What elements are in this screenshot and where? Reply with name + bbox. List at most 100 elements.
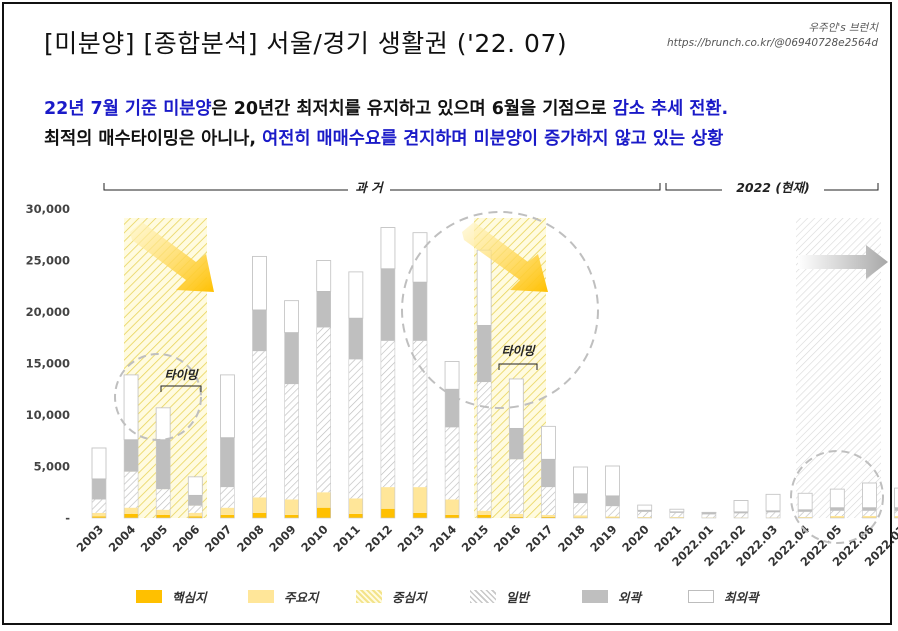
- bar-2009-series-3: [284, 384, 299, 500]
- bar-2005-series-4: [156, 439, 171, 490]
- legend-subcenter-label: 중심지: [392, 589, 427, 605]
- bar-2018-series-4: [573, 493, 588, 504]
- bar-stack-2010: [316, 260, 332, 519]
- bar-stack-2022-01: [701, 511, 717, 519]
- bar-stack-2022-03: [765, 493, 781, 519]
- bar-2022-05-series-3: [830, 510, 845, 516]
- bar-2022-04-series-1: [798, 516, 813, 518]
- bar-2009-series-1: [284, 499, 299, 515]
- bar-stack-2005: [155, 407, 171, 519]
- bar-2017-series-4: [541, 459, 556, 488]
- bar-outline-2003: [91, 447, 107, 519]
- bar-2003-series-4: [92, 478, 106, 500]
- bar-2022-01-series-4: [701, 512, 716, 515]
- timing-circle-2: [401, 211, 599, 409]
- bar-2006-series-5: [187, 476, 203, 496]
- legend-general: 일반: [470, 588, 530, 605]
- bar-2003-series-0: [92, 516, 106, 518]
- y-tick-label: -: [65, 511, 70, 525]
- bar-outline-2012: [380, 227, 396, 519]
- bar-outline-2014: [444, 361, 460, 519]
- bar-2022-05-series-1: [830, 515, 845, 518]
- bar-2011-series-5: [348, 271, 364, 319]
- y-tick-label: 20,000: [26, 305, 70, 319]
- bar-stack-2014: [444, 361, 460, 519]
- source-author: 우주인's 브런치: [808, 22, 878, 34]
- bar-2020-series-5: [637, 504, 653, 511]
- bar-2010-series-1: [316, 492, 331, 508]
- bar-2004-series-0: [124, 513, 139, 518]
- bar-stack-2008: [252, 255, 267, 519]
- bar-outline-2008: [252, 256, 267, 519]
- x-tick-label: 2008: [234, 522, 267, 555]
- bar-outline-2013: [412, 232, 428, 519]
- bar-2022-07-series-1: [894, 515, 898, 518]
- legend-major: 주요지: [248, 588, 319, 605]
- bar-outline-2005: [155, 407, 171, 519]
- x-tick-label: 2020: [619, 522, 652, 555]
- bar-2013-series-3: [413, 340, 427, 488]
- bar-2014-series-1: [445, 499, 460, 515]
- bar-2014-series-3: [445, 427, 460, 500]
- bar-2022-04-series-5: [797, 492, 813, 511]
- bar-2012-series-3: [380, 340, 395, 488]
- bar-outline-2007: [220, 374, 235, 519]
- timing-bracket-2: [498, 363, 538, 370]
- x-tick-label: 2016: [491, 522, 524, 555]
- bar-2022-05-series-5: [829, 488, 845, 509]
- legend-major-swatch: [248, 589, 274, 603]
- bar-2020-series-4: [637, 510, 652, 512]
- x-tick-label: 2014: [427, 522, 460, 555]
- bar-2022-02-series-4: [734, 511, 748, 514]
- bar-outline-2004: [123, 374, 139, 519]
- bar-2011-series-3: [348, 359, 363, 499]
- bar-2020-series-1: [637, 516, 652, 518]
- bar-2017-series-3: [541, 487, 556, 515]
- bar-2019-series-3: [605, 506, 620, 517]
- legend-subcenter-swatch: [356, 589, 382, 603]
- bar-outline-2006: [188, 476, 203, 519]
- bar-2015-series-4: [477, 325, 492, 383]
- bar-2004-series-1: [124, 507, 139, 514]
- bar-2006-series-3: [188, 505, 203, 513]
- bar-2018-series-1: [573, 515, 588, 518]
- bar-outline-2018: [573, 466, 588, 519]
- bar-2011-series-0: [348, 513, 363, 518]
- x-tick-label: 2013: [395, 522, 428, 555]
- bar-2019-series-1: [605, 516, 620, 518]
- bar-2016-series-0: [509, 516, 524, 518]
- bar-2018-series-3: [573, 503, 588, 516]
- bar-2015-series-0: [477, 514, 492, 518]
- trend-arrow-2: [462, 222, 548, 292]
- bar-stack-2012: [380, 227, 396, 519]
- bar-2021-series-3: [669, 512, 684, 517]
- bar-2015-series-1: [477, 510, 492, 515]
- headline-1c: 감소 추세 전환.: [612, 99, 729, 119]
- bar-stack-2021: [669, 508, 685, 519]
- bar-2010-series-0: [316, 507, 331, 518]
- y-tick-label: 30,000: [26, 202, 70, 216]
- x-tick-label: 2006: [170, 522, 203, 555]
- bar-stack-2015: [476, 249, 492, 519]
- bar-2016-series-5: [508, 378, 524, 429]
- bar-2022-03-series-3: [766, 512, 781, 518]
- bar-outline-2022-01: [701, 512, 717, 519]
- legend-general-label: 일반: [506, 589, 530, 605]
- bar-2012-series-1: [380, 487, 395, 509]
- bar-stack-2019: [605, 465, 620, 519]
- bar-2018-series-5: [573, 466, 588, 495]
- bar-2010-series-3: [316, 327, 331, 493]
- x-tick-label: 2019: [587, 522, 620, 555]
- bar-2008-series-4: [252, 309, 267, 352]
- bar-2022-06-series-1: [862, 515, 877, 518]
- bar-outline-2022-05: [829, 488, 845, 519]
- bar-outline-2022-07: [894, 487, 898, 519]
- y-tick-label: 15,000: [26, 357, 70, 371]
- bar-outline-2022-04: [797, 492, 813, 519]
- bar-2008-series-0: [252, 512, 267, 518]
- bar-stack-2016: [508, 378, 524, 519]
- bar-stack-2020: [637, 504, 653, 519]
- bar-2022-06-series-5: [862, 482, 877, 509]
- bar-outline-2009: [284, 300, 299, 519]
